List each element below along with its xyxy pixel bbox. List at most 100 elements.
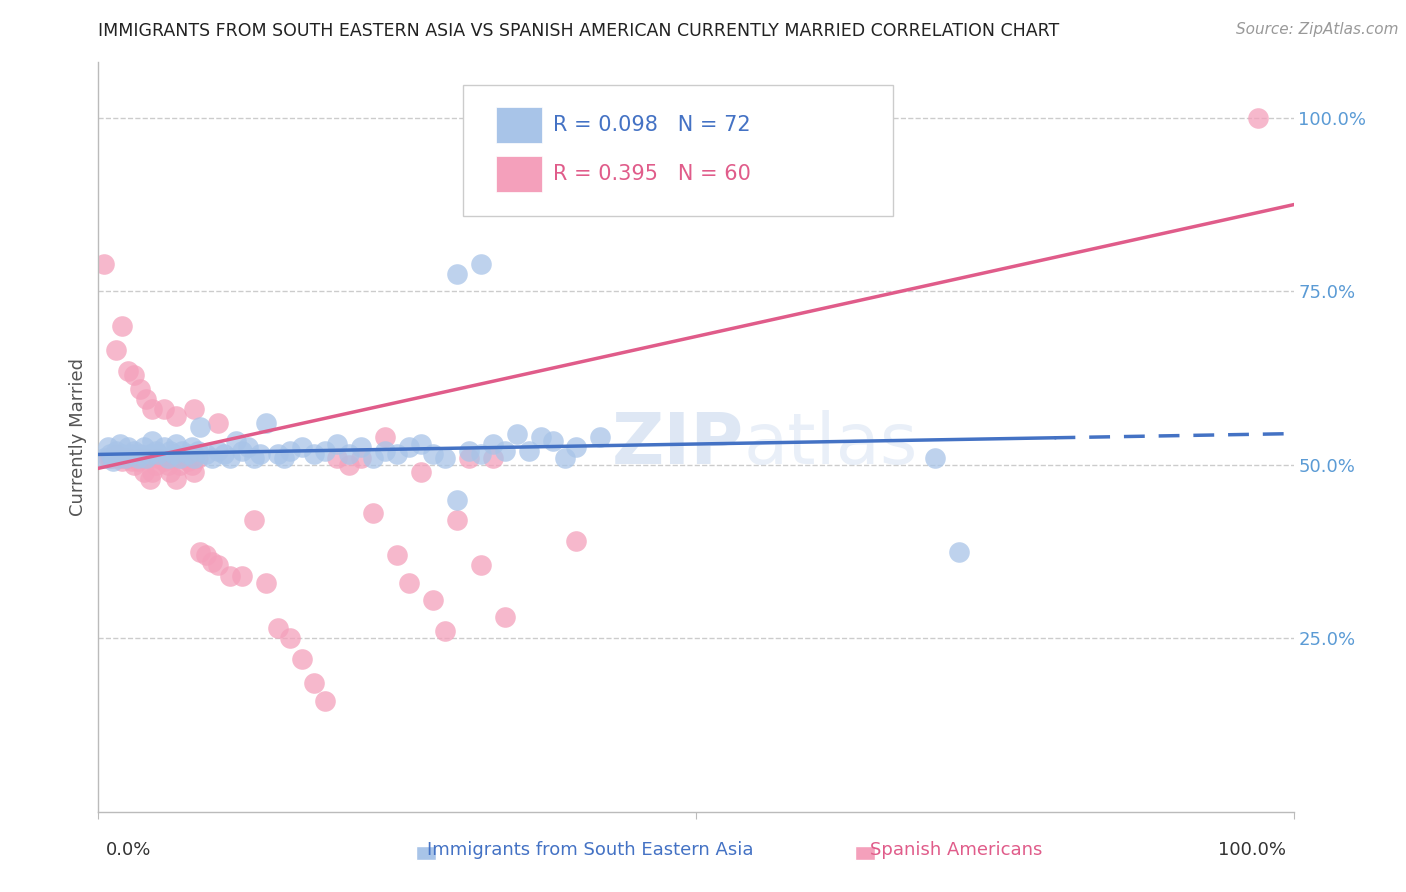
Point xyxy=(169,450,191,465)
Point xyxy=(121,454,143,468)
Point xyxy=(541,434,564,448)
Point xyxy=(195,548,218,562)
Point xyxy=(254,416,277,430)
Point xyxy=(145,458,167,472)
Point xyxy=(183,402,205,417)
Point xyxy=(434,624,457,639)
Point xyxy=(339,458,361,472)
Point xyxy=(156,450,179,465)
Point xyxy=(207,444,229,458)
Point xyxy=(398,441,420,455)
Text: 100.0%: 100.0% xyxy=(1219,840,1286,858)
Point xyxy=(108,437,131,451)
Point xyxy=(470,447,492,461)
Point xyxy=(236,441,259,455)
Point xyxy=(117,450,139,465)
Point xyxy=(117,441,139,455)
Point xyxy=(180,458,202,472)
Point xyxy=(127,454,149,468)
Point xyxy=(135,450,157,465)
Point xyxy=(201,450,224,465)
Point xyxy=(139,447,162,461)
Point xyxy=(434,450,457,465)
Point xyxy=(446,492,468,507)
Point xyxy=(172,444,194,458)
Point xyxy=(108,450,131,465)
Point xyxy=(105,444,128,458)
Point xyxy=(374,444,396,458)
Text: Source: ZipAtlas.com: Source: ZipAtlas.com xyxy=(1236,22,1399,37)
Bar xyxy=(496,107,541,143)
Point xyxy=(187,444,209,458)
Point xyxy=(201,555,224,569)
Point xyxy=(446,513,468,527)
Point xyxy=(159,465,181,479)
Point xyxy=(278,444,301,458)
Point xyxy=(111,447,134,461)
Point xyxy=(111,319,134,334)
Point xyxy=(195,447,218,461)
Point xyxy=(494,444,516,458)
Point xyxy=(98,450,122,465)
Point xyxy=(121,447,143,461)
Point xyxy=(565,534,588,549)
Point xyxy=(517,444,540,458)
Point xyxy=(350,450,373,465)
Point xyxy=(385,548,409,562)
Point xyxy=(165,437,187,451)
Point xyxy=(924,450,946,465)
Point xyxy=(1247,111,1270,125)
Point xyxy=(481,437,505,451)
Point xyxy=(339,447,361,461)
Bar xyxy=(416,846,436,860)
Text: 0.0%: 0.0% xyxy=(105,840,150,858)
Point xyxy=(97,450,120,465)
Point xyxy=(101,450,124,465)
Point xyxy=(93,257,115,271)
Point xyxy=(117,364,139,378)
Point xyxy=(148,447,170,461)
Point xyxy=(302,447,325,461)
Point xyxy=(565,441,588,455)
Point xyxy=(207,416,229,430)
Point xyxy=(267,447,290,461)
Point xyxy=(183,465,205,479)
Point xyxy=(105,447,128,461)
Point xyxy=(315,694,337,708)
Point xyxy=(326,437,349,451)
Text: ZIP: ZIP xyxy=(612,410,744,479)
Text: IMMIGRANTS FROM SOUTH EASTERN ASIA VS SPANISH AMERICAN CURRENTLY MARRIED CORRELA: IMMIGRANTS FROM SOUTH EASTERN ASIA VS SP… xyxy=(98,22,1060,40)
Point xyxy=(135,392,157,406)
Point xyxy=(188,544,211,558)
Point xyxy=(411,465,433,479)
Point xyxy=(169,458,191,472)
Point xyxy=(291,441,314,455)
Point xyxy=(141,434,163,448)
Point xyxy=(458,444,481,458)
Point xyxy=(172,450,194,465)
Point xyxy=(159,444,181,458)
Point xyxy=(291,652,314,666)
Point xyxy=(132,441,155,455)
Text: R = 0.395   N = 60: R = 0.395 N = 60 xyxy=(553,164,751,184)
Point xyxy=(153,454,176,468)
Point xyxy=(163,450,186,465)
Point xyxy=(124,444,146,458)
Point xyxy=(180,441,202,455)
Point xyxy=(589,430,612,444)
Point xyxy=(207,558,229,573)
Point xyxy=(165,472,187,486)
Point xyxy=(124,368,146,382)
Point xyxy=(363,450,385,465)
Point xyxy=(267,621,290,635)
Point xyxy=(139,472,162,486)
Point xyxy=(135,450,157,465)
Point xyxy=(398,575,420,590)
Point xyxy=(153,402,176,417)
Point xyxy=(145,444,167,458)
Point xyxy=(385,447,409,461)
Point xyxy=(153,441,176,455)
Point xyxy=(188,419,211,434)
Text: R = 0.098   N = 72: R = 0.098 N = 72 xyxy=(553,115,751,135)
Point xyxy=(219,450,242,465)
